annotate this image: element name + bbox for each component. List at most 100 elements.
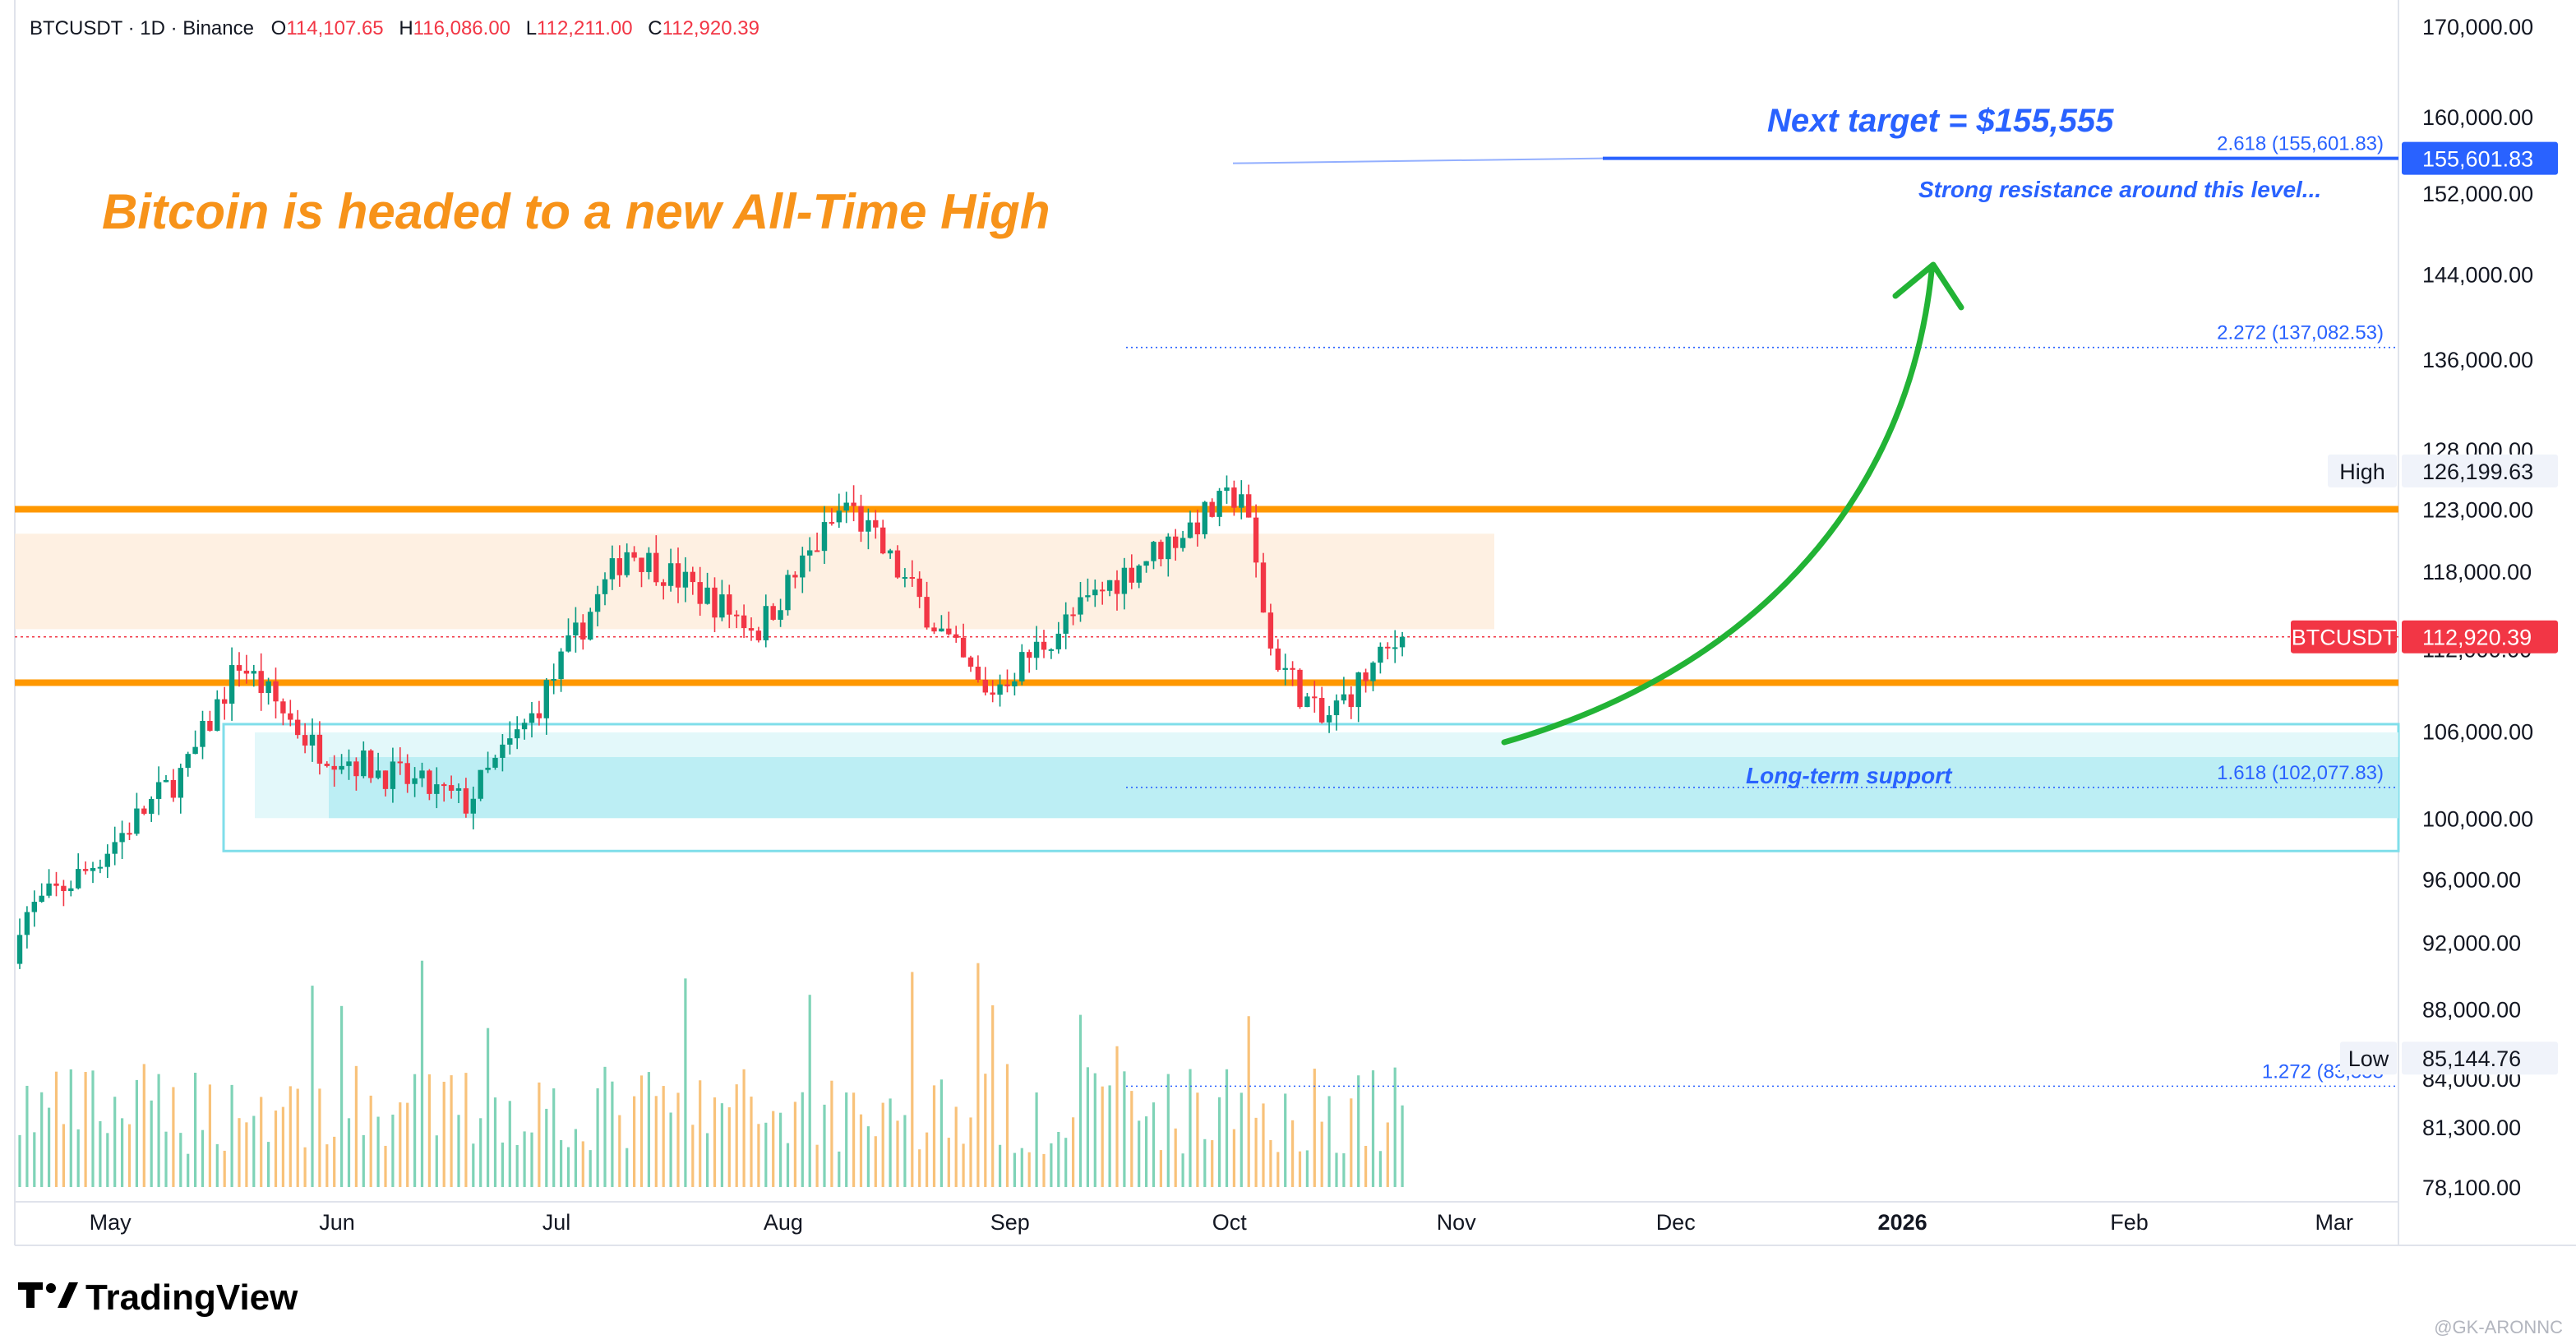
candle-body — [997, 684, 1003, 695]
volume-bar — [281, 1106, 284, 1187]
volume-bar — [538, 1082, 541, 1187]
volume-bar — [881, 1102, 884, 1187]
tv-logo-t-icon — [18, 1282, 43, 1308]
volume-bar — [823, 1104, 826, 1187]
candle-body — [16, 935, 23, 964]
candle-body — [390, 761, 396, 789]
volume-bar — [1115, 1046, 1119, 1187]
candle-body — [682, 571, 689, 588]
candle-body — [1253, 517, 1259, 563]
candle-body — [697, 582, 703, 604]
volume-bar — [420, 960, 424, 1187]
volume-bar — [135, 1079, 138, 1187]
volume-bar — [560, 1139, 563, 1187]
resistance-zone — [15, 533, 1494, 630]
time-axis-label: Nov — [1437, 1210, 1477, 1235]
volume-bar — [435, 1135, 438, 1187]
candle-body — [1063, 614, 1069, 634]
candle-body — [463, 787, 469, 814]
candle-body — [288, 713, 293, 720]
volume-bar — [172, 1087, 175, 1187]
volume-bar — [574, 1129, 577, 1187]
close-label: C — [648, 17, 662, 39]
candle-body — [178, 768, 183, 798]
volume-bar — [391, 1114, 395, 1187]
volume-bar — [1298, 1151, 1302, 1187]
headline-annotation: Bitcoin is headed to a new All-Time High — [102, 184, 1050, 239]
candle-body — [851, 502, 856, 506]
candle-body — [441, 784, 447, 787]
candle-body — [719, 594, 725, 618]
badge-value: 126,199.63 — [2422, 460, 2533, 484]
candle-body — [485, 767, 491, 770]
volume-bar — [1364, 1145, 1368, 1187]
candle-body — [866, 520, 871, 532]
volume-bar — [267, 1142, 270, 1187]
candle-body — [1399, 636, 1406, 648]
tradingview-logo[interactable]: TradingView — [18, 1277, 298, 1318]
candle-body — [653, 552, 659, 583]
candle-body — [302, 735, 308, 746]
close-value: 112,920.39 — [662, 17, 759, 39]
candle-body — [588, 612, 593, 640]
candle-body — [155, 782, 162, 799]
candle-body — [1282, 667, 1288, 670]
candle-body — [792, 575, 798, 578]
volume-bar — [1320, 1121, 1323, 1187]
time-axis[interactable]: May Jun Jul Aug Sep Oct Nov Dec 2026 Feb Mar — [90, 1210, 2353, 1235]
candle-body — [631, 552, 637, 558]
volume-bar — [25, 1085, 29, 1187]
price-tick-label: 123,000.00 — [2422, 497, 2533, 522]
volume-bar — [662, 1086, 665, 1187]
volume-bar — [1013, 1152, 1016, 1187]
volume-bar — [1371, 1070, 1375, 1187]
volume-bar — [289, 1086, 292, 1187]
price-tick-label: 118,000.00 — [2422, 560, 2532, 584]
volume-bar — [1174, 1128, 1177, 1187]
volume-bar — [62, 1124, 65, 1187]
volume-bars — [18, 960, 1404, 1187]
candle-body — [1106, 580, 1113, 591]
candle-body — [236, 665, 242, 671]
candle-body — [68, 888, 74, 891]
candle-body — [1224, 487, 1230, 492]
candle-body — [521, 723, 528, 730]
arrow-curve — [1501, 268, 1935, 746]
candle-body — [500, 744, 506, 758]
candle-body — [1275, 648, 1281, 670]
candle-body — [763, 606, 769, 640]
candle-body — [1392, 647, 1398, 649]
price-tick-label: 92,000.00 — [2422, 931, 2521, 956]
price-tick-label: 170,000.00 — [2422, 15, 2533, 39]
candle-body — [1216, 491, 1222, 517]
volume-bar — [274, 1110, 278, 1187]
candle-body — [1100, 589, 1106, 592]
volume-bar — [238, 1118, 241, 1187]
volume-bar — [1305, 1150, 1309, 1187]
volume-bar — [874, 1136, 877, 1187]
volume-bar — [684, 978, 687, 1187]
price-axis[interactable]: 170,000.00 160,000.00 152,000.00 144,000.00… — [2422, 15, 2533, 1200]
volume-bar — [852, 1092, 856, 1187]
volume-bar — [969, 1117, 972, 1187]
candle-body — [712, 587, 718, 618]
price-tick-label: 160,000.00 — [2422, 105, 2533, 130]
candle-body — [1378, 646, 1383, 663]
candle-body — [112, 842, 118, 854]
volume-bar — [1093, 1073, 1096, 1187]
volume-bar — [1005, 1064, 1009, 1187]
high-label: H — [399, 17, 413, 39]
volume-bar — [1086, 1067, 1089, 1187]
volume-bar — [427, 1074, 431, 1187]
candle-body — [858, 506, 864, 532]
candle-body — [1202, 501, 1207, 535]
volume-bar — [106, 1133, 109, 1187]
candle-body — [265, 681, 271, 694]
candle-body — [515, 729, 520, 739]
candle-body — [602, 579, 608, 594]
price-tick-label: 106,000.00 — [2422, 720, 2533, 745]
candle-body — [192, 746, 198, 755]
volume-bar — [1393, 1067, 1396, 1187]
volume-bar — [1057, 1132, 1060, 1187]
